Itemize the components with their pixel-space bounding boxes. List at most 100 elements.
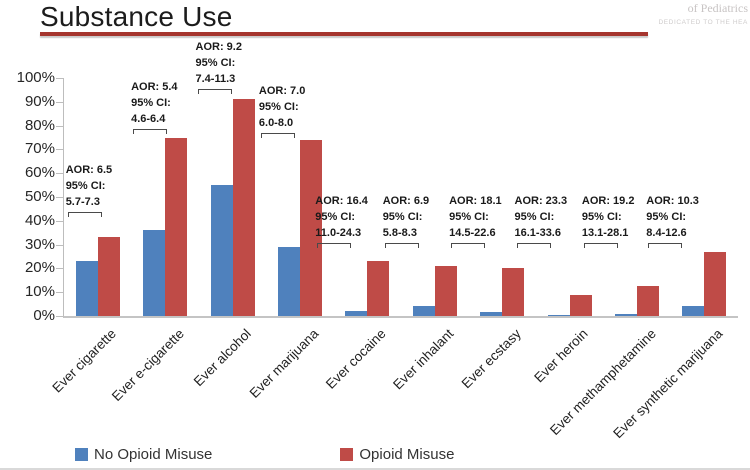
x-category-label: Ever alcohol [190,326,255,390]
aor-annotation: AOR: 16.4 95% CI: 11.0-24.3 [315,193,387,248]
x-category-label: Ever ecstasy [458,326,524,392]
chart-legend: No Opioid Misuse Opioid Misuse [75,446,454,463]
ci-range: 7.4-11.3 [195,73,236,85]
x-category-label: Ever marijuana [246,326,322,401]
aor-value: AOR: 18.1 [449,195,502,207]
watermark: of Pediatrics DEDICATED TO THE HEA [658,1,748,27]
aor-value: AOR: 7.0 [258,85,306,97]
y-tick-mark [56,220,63,222]
ci-label: 95% CI: [382,211,423,223]
aor-annotation: AOR: 10.3 95% CI: 8.4-12.6 [646,193,718,248]
y-tick-label: 60% [24,164,55,182]
y-tick-mark [56,316,63,317]
y-tick-mark [56,292,63,294]
annotation-bracket [133,129,168,134]
ci-range: 6.0-8.0 [258,117,294,129]
y-tick-mark [56,125,63,127]
annotation-bracket [197,89,232,94]
aor-annotation: AOR: 23.3 95% CI: 16.1-33.6 [515,193,587,248]
y-tick-label: 30% [24,235,55,253]
aor-value: AOR: 6.9 [382,195,430,207]
x-category-label: Ever inhalant [389,326,457,393]
aor-annotation: AOR: 6.5 95% CI: 5.7-7.3 [66,162,138,217]
annotation-bracket [260,133,295,138]
ci-label: 95% CI: [514,211,555,223]
aor-annotation: AOR: 5.4 95% CI: 4.6-6.4 [131,79,203,134]
bar-no-opioid-misuse [277,246,300,316]
bar-opioid-misuse [97,237,120,316]
bar-no-opioid-misuse [143,230,166,316]
ci-range: 16.1-33.6 [514,227,561,239]
ci-range: 13.1-28.1 [581,227,629,239]
annotation-bracket [451,243,486,248]
annotation-bracket [384,243,419,248]
bar-no-opioid-misuse [682,306,705,316]
y-tick-label: 50% [24,188,55,205]
page-title: Substance Use [40,1,233,32]
aor-annotation: AOR: 9.2 95% CI: 7.4-11.3 [196,39,268,94]
aor-value: AOR: 23.3 [514,195,568,207]
bar-opioid-misuse [367,261,390,316]
ci-label: 95% CI: [581,211,622,223]
bar-no-opioid-misuse [210,185,233,316]
annotation-bracket [583,243,618,248]
y-tick-label: 20% [24,259,55,277]
legend-label: No Opioid Misuse [94,446,213,463]
bar-no-opioid-misuse [480,312,503,316]
ci-range: 14.5-22.6 [449,227,496,239]
ci-range: 8.4-12.6 [646,227,687,239]
watermark-line2: DEDICATED TO THE HEA [658,19,748,26]
ci-label: 95% CI: [646,211,687,223]
x-category-label: Ever cigarette [49,326,120,396]
y-tick-mark [56,197,63,198]
aor-value: AOR: 6.5 [65,164,113,176]
y-tick-mark [56,173,63,175]
bar-no-opioid-misuse [345,311,368,316]
aor-value: AOR: 10.3 [646,195,699,207]
aor-value: AOR: 16.4 [315,195,368,207]
ci-range: 11.0-24.3 [315,227,362,239]
aor-annotation: AOR: 19.2 95% CI: 13.1-28.1 [582,193,654,248]
aor-annotation: AOR: 18.1 95% CI: 14.5-22.6 [449,193,521,248]
ci-label: 95% CI: [449,211,489,223]
chart-plot-area: AOR: 6.5 95% CI: 5.7-7.3 AOR: 5.4 95% CI: 4.6… [63,41,738,318]
ci-range: 4.6-6.4 [131,113,166,125]
annotation-bracket [317,243,352,248]
annotation-bracket [67,212,102,217]
bar-opioid-misuse [502,268,525,316]
y-tick-mark [56,78,63,79]
bar-no-opioid-misuse [614,313,637,316]
y-tick-label: 0% [33,307,55,324]
legend-swatch-icon [340,448,354,461]
x-category-label: Ever e-cigarette [108,326,187,404]
watermark-line1: of Pediatrics [687,1,748,15]
legend-item: Opioid Misuse [340,446,454,463]
x-category-label: Ever synthetic marijuana [610,326,726,442]
x-category-label: Ever cocaine [323,326,389,392]
legend-swatch-icon [75,448,88,461]
bar-opioid-misuse [704,251,727,316]
y-tick-label: 80% [24,116,55,134]
aor-value: AOR: 5.4 [131,81,178,93]
legend-item: No Opioid Misuse [75,446,212,463]
legend-label: Opioid Misuse [359,446,455,463]
annotation-bracket [648,243,683,248]
y-tick-label: 100% [16,69,55,86]
aor-value: AOR: 19.2 [581,195,635,207]
y-tick-label: 40% [24,211,55,229]
ci-label: 95% CI: [195,57,236,69]
ci-label: 95% CI: [65,180,106,192]
bar-no-opioid-misuse [75,261,98,316]
y-tick-label: 70% [24,140,55,158]
y-tick-mark [56,101,63,103]
y-tick-label: 10% [24,283,55,301]
bar-opioid-misuse [569,294,592,316]
bar-no-opioid-misuse [547,314,570,316]
ci-range: 5.7-7.3 [65,196,100,208]
bar-opioid-misuse [232,99,255,316]
ci-label: 95% CI: [315,211,356,223]
title-underline-rule [40,32,648,36]
aor-annotation: AOR: 7.0 95% CI: 6.0-8.0 [259,83,331,138]
ci-label: 95% CI: [131,97,171,109]
